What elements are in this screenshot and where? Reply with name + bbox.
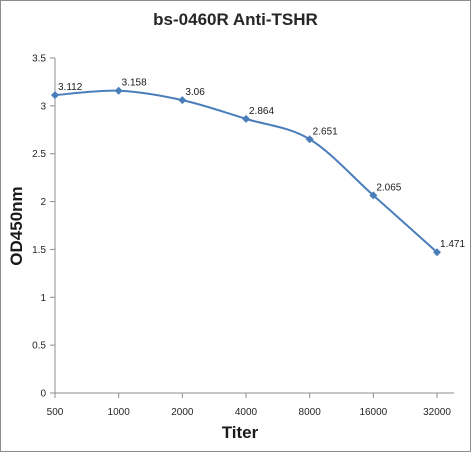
data-point-marker bbox=[369, 191, 378, 200]
y-tick-labels: 0 0.5 1 1.5 2 2.5 3 3.5 bbox=[32, 54, 46, 400]
data-point-marker bbox=[242, 114, 251, 123]
data-point-marker bbox=[51, 91, 59, 100]
data-label: 3.158 bbox=[122, 78, 147, 89]
x-axis-title: Titer bbox=[222, 423, 259, 442]
data-point-marker bbox=[114, 86, 123, 95]
data-label: 3.112 bbox=[58, 82, 83, 93]
y-tick-label: 1.5 bbox=[32, 245, 46, 256]
axes bbox=[50, 57, 454, 398]
data-labels: 3.112 3.158 3.06 2.864 2.651 2.065 1.471 bbox=[58, 78, 465, 250]
data-label: 3.06 bbox=[185, 87, 205, 98]
data-label: 1.471 bbox=[440, 239, 465, 250]
y-axis-title: OD450nm bbox=[7, 186, 26, 265]
x-tick-label: 500 bbox=[47, 407, 64, 418]
data-point-marker bbox=[433, 248, 442, 257]
x-tick-label: 8000 bbox=[299, 407, 322, 418]
x-tick-label: 2000 bbox=[171, 407, 194, 418]
y-tick-label: 2.5 bbox=[32, 149, 46, 160]
data-label: 2.864 bbox=[249, 106, 274, 117]
y-tick-label: 2 bbox=[40, 197, 46, 208]
data-label: 2.065 bbox=[376, 182, 401, 193]
x-tick-label: 4000 bbox=[235, 407, 258, 418]
y-tick-label: 0 bbox=[40, 389, 46, 400]
y-tick-label: 3 bbox=[40, 101, 46, 112]
x-tick-label: 32000 bbox=[423, 407, 451, 418]
y-tick-label: 1 bbox=[40, 293, 46, 304]
x-tick-label: 16000 bbox=[359, 407, 387, 418]
chart-title: bs-0460R Anti-TSHR bbox=[153, 10, 318, 29]
data-point-marker bbox=[305, 135, 314, 144]
data-point-marker bbox=[178, 96, 187, 105]
x-tick-label: 1000 bbox=[108, 407, 131, 418]
y-tick-label: 3.5 bbox=[32, 54, 46, 65]
data-markers bbox=[51, 86, 442, 257]
data-label: 2.651 bbox=[313, 126, 338, 137]
y-tick-label: 0.5 bbox=[32, 341, 46, 352]
series-line bbox=[54, 89, 438, 253]
x-tick-labels: 500 1000 2000 4000 8000 16000 32000 bbox=[47, 407, 452, 418]
